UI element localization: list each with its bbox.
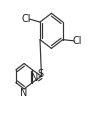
Text: N: N xyxy=(31,73,38,83)
Text: Cl: Cl xyxy=(72,36,82,46)
Text: N: N xyxy=(20,88,28,98)
Text: S: S xyxy=(37,69,43,79)
Text: Cl: Cl xyxy=(22,14,31,24)
